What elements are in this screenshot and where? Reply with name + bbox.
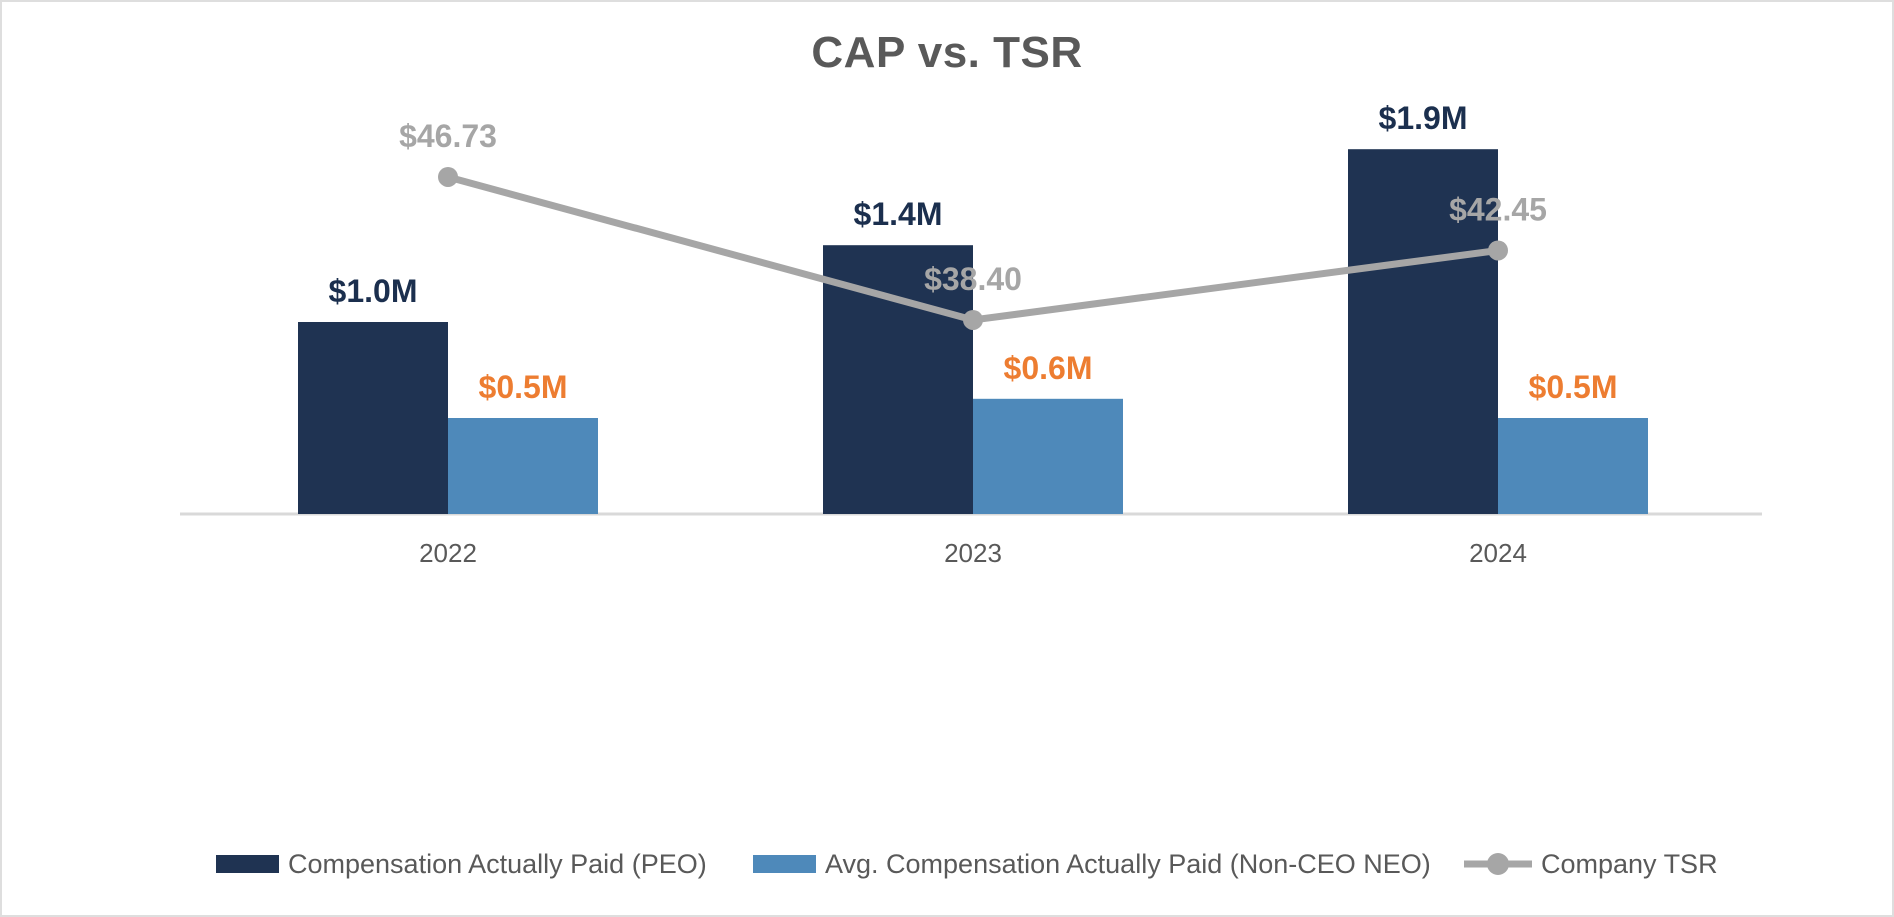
- value-label-peo-2023: $1.4M: [854, 196, 943, 232]
- value-label-neo-2024: $0.5M: [1529, 369, 1618, 405]
- x-tick-label-2022: 2022: [419, 538, 477, 568]
- legend-label-peo: Compensation Actually Paid (PEO): [288, 848, 707, 879]
- bar-neo-2024: [1498, 418, 1648, 514]
- peo-legend-swatch: [216, 855, 279, 873]
- tsr-marker-2022: [438, 166, 458, 187]
- bar-peo-2022: [298, 322, 448, 514]
- legend: Compensation Actually Paid (PEO) Avg. Co…: [2, 842, 1892, 886]
- legend-label-neo: Avg. Compensation Actually Paid (Non-CEO…: [825, 848, 1431, 879]
- value-label-neo-2022: $0.5M: [479, 369, 568, 405]
- x-tick-label-2023: 2023: [944, 538, 1002, 568]
- tsr-marker-2024: [1488, 240, 1508, 261]
- x-tick-label-2024: 2024: [1469, 538, 1527, 568]
- value-label-tsr-2024: $42.45: [1449, 191, 1547, 227]
- legend-item-tsr: Company TSR: [1464, 842, 1718, 886]
- value-label-neo-2023: $0.6M: [1004, 350, 1093, 386]
- value-label-peo-2022: $1.0M: [329, 273, 418, 309]
- value-label-tsr-2022: $46.73: [399, 118, 497, 154]
- tsr-marker-2023: [963, 309, 983, 330]
- legend-item-neo: Avg. Compensation Actually Paid (Non-CEO…: [753, 842, 1431, 886]
- neo-legend-swatch: [753, 855, 816, 873]
- value-label-peo-2024: $1.9M: [1379, 100, 1468, 136]
- legend-item-peo: Compensation Actually Paid (PEO): [216, 842, 707, 886]
- bar-peo-2023: [823, 245, 973, 514]
- legend-label-tsr: Company TSR: [1541, 848, 1718, 879]
- bar-neo-2023: [973, 398, 1123, 514]
- tsr-line-marker-icon: [1464, 853, 1532, 875]
- value-label-tsr-2023: $38.40: [924, 261, 1022, 297]
- chart-title: CAP vs. TSR: [811, 28, 1083, 77]
- bar-neo-2022: [448, 418, 598, 514]
- bar-peo-2024: [1348, 149, 1498, 514]
